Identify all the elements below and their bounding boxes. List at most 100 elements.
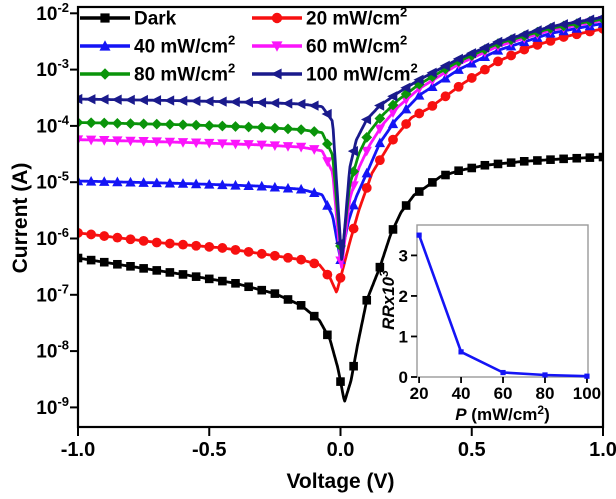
data-point-marker (283, 252, 293, 263)
data-point-marker (99, 136, 110, 146)
data-point-marker (177, 119, 189, 131)
data-point-marker (99, 40, 111, 51)
data-point-marker (559, 154, 568, 164)
data-point-marker (322, 157, 333, 167)
data-point-marker (257, 285, 267, 295)
series-p100 (78, 14, 603, 261)
data-point-marker (271, 12, 283, 24)
data-point-marker (557, 19, 568, 30)
data-point-marker (296, 254, 307, 265)
data-point-marker (85, 94, 96, 105)
data-point-marker (427, 81, 438, 92)
data-point-marker (204, 178, 215, 189)
legend: Dark 20 mW/cm2 40 mW/cm2 60 mW/cm2 80 mW/cm2… (80, 5, 418, 86)
data-point-marker (190, 138, 202, 149)
data-point-marker (532, 39, 543, 50)
data-point-marker (217, 139, 228, 150)
data-point-marker (112, 232, 123, 243)
data-point-marker (243, 246, 254, 257)
data-point-marker (217, 120, 228, 132)
data-point-marker (506, 158, 516, 167)
data-point-marker (452, 53, 463, 65)
data-point-marker (309, 311, 319, 321)
data-point-marker (414, 108, 425, 119)
data-point-marker (479, 42, 490, 53)
data-point-marker (500, 369, 506, 376)
data-point-marker (282, 142, 294, 152)
data-point-marker (427, 100, 438, 111)
data-point-marker (347, 146, 358, 157)
data-point-marker (243, 121, 254, 133)
data-point-marker (112, 136, 123, 147)
data-point-marker (191, 240, 202, 251)
data-point-marker (400, 103, 412, 114)
data-point-marker (542, 372, 548, 378)
data-point-marker (374, 124, 386, 135)
data-point-marker (283, 295, 293, 304)
data-point-marker (150, 95, 162, 106)
data-point-marker (138, 118, 149, 130)
data-point-marker (99, 257, 109, 267)
data-point-marker (387, 99, 399, 111)
data-point-marker (229, 96, 240, 108)
data-point-marker (335, 272, 346, 283)
x-tick-label: 1.0 (589, 439, 616, 461)
data-point-marker (164, 238, 175, 249)
data-point-marker (113, 259, 122, 269)
data-point-marker (270, 68, 282, 80)
data-point-marker (256, 122, 268, 133)
series-dark (78, 152, 603, 403)
inset-x-tick-label: 100 (573, 384, 601, 403)
data-point-marker (138, 177, 149, 187)
data-point-marker (416, 232, 422, 238)
data-point-marker (454, 166, 463, 176)
data-point-marker (361, 182, 372, 193)
data-point-marker (400, 95, 412, 106)
data-point-marker (177, 95, 188, 106)
data-point-marker (362, 295, 372, 305)
data-point-marker (584, 14, 595, 25)
data-point-marker (86, 255, 96, 265)
data-point-marker (217, 179, 228, 190)
data-point-marker (139, 264, 148, 273)
data-point-marker (388, 225, 398, 234)
data-point-marker (151, 118, 163, 130)
inset-plot: 20 40 60 80 100 0 1 2 3 P (mW/cm2) RRx103 (377, 224, 601, 424)
data-point-marker (458, 349, 464, 355)
data-point-marker (361, 132, 373, 143)
data-point-marker (177, 138, 189, 148)
data-point-marker (125, 136, 136, 147)
x-tick-label: 0.5 (458, 439, 486, 461)
inset-x-axis-title: P (mW/cm2) (455, 403, 550, 424)
data-point-marker (533, 156, 542, 165)
data-point-marker (401, 201, 411, 210)
data-point-marker (216, 96, 227, 107)
data-point-marker (597, 14, 603, 21)
y-axis-title: Current (A) (9, 162, 32, 274)
data-point-marker (480, 160, 490, 170)
data-point-marker (360, 114, 372, 125)
data-point-marker (138, 235, 149, 246)
data-point-marker (361, 146, 372, 157)
data-point-marker (190, 95, 201, 107)
data-point-marker (124, 94, 135, 106)
data-point-marker (203, 120, 215, 131)
inset-x-tick-label: 60 (494, 384, 513, 403)
data-point-marker (203, 96, 214, 107)
legend-label: 20 mW/cm2 (306, 5, 407, 30)
data-point-marker (231, 279, 240, 288)
data-point-marker (112, 176, 123, 187)
legend-item-dark: Dark (80, 9, 177, 30)
data-point-marker (492, 36, 503, 48)
y-tick-label: 10-8 (36, 338, 69, 363)
data-point-marker (387, 91, 398, 102)
data-point-marker (295, 98, 306, 110)
data-point-marker (99, 68, 111, 80)
data-point-marker (387, 118, 399, 129)
data-point-marker (217, 243, 228, 253)
y-tick-label: 10-5 (36, 169, 69, 194)
inset-x-tick-label: 20 (410, 384, 429, 403)
data-point-marker (151, 237, 162, 248)
data-point-marker (387, 108, 399, 119)
data-point-marker (151, 177, 162, 188)
